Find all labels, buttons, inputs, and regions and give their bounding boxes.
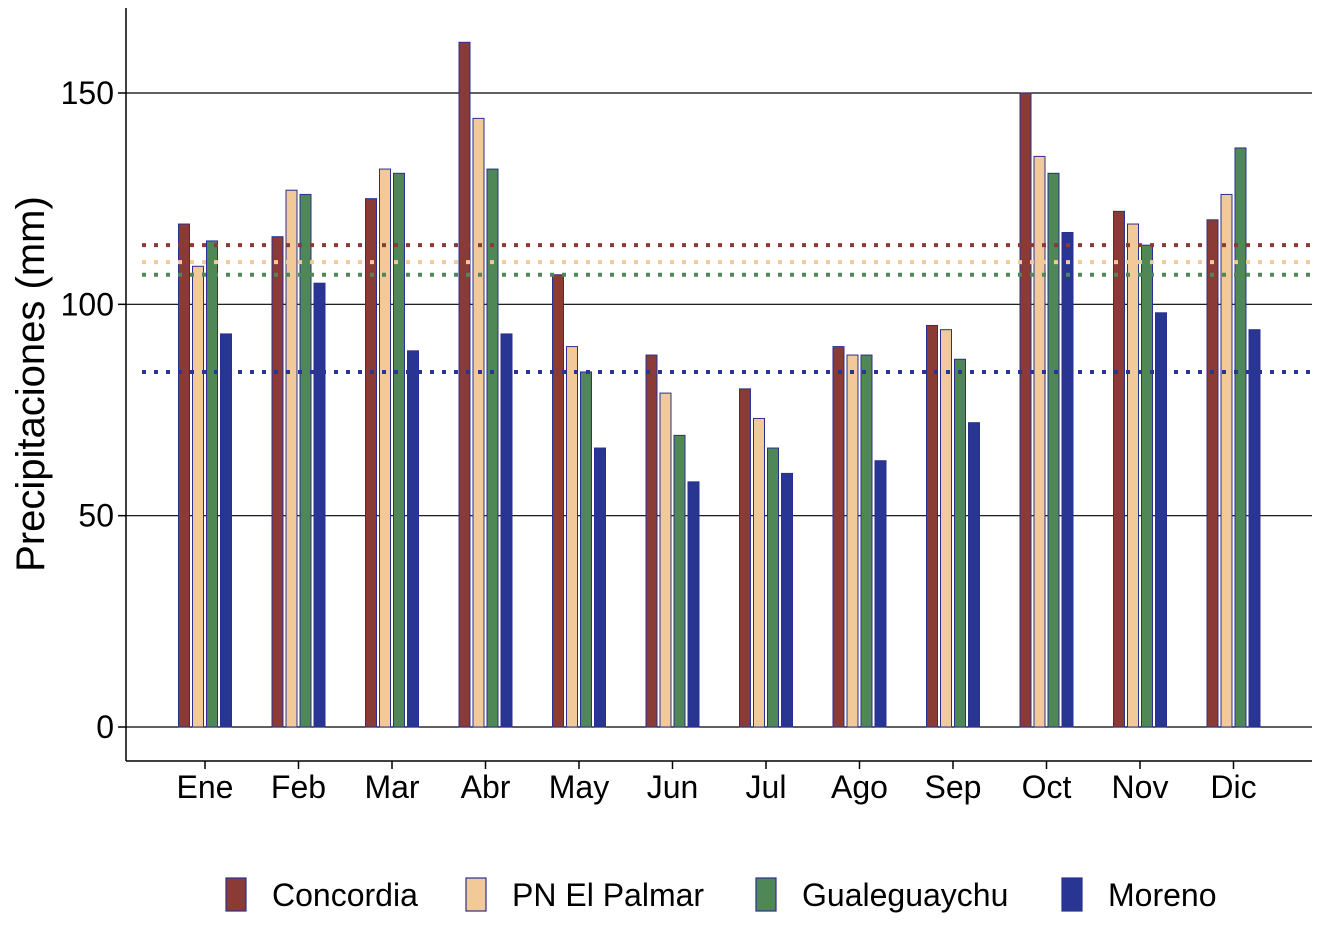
legend-label: PN El Palmar [512,877,704,913]
legend-swatch [755,877,777,912]
legend-label: Moreno [1108,877,1217,913]
bar [1033,155,1046,728]
x-tick-label: Mar [364,769,419,805]
bar [1220,193,1233,728]
bar [1113,210,1125,728]
bar [206,240,218,728]
bar [1206,219,1219,728]
bar [1248,329,1261,728]
bar [566,346,578,728]
bar [192,265,204,728]
bar [486,168,499,728]
bar [407,350,419,728]
x-tick-label: Jun [647,769,699,805]
bar [1061,231,1074,728]
bar [1047,172,1060,728]
mean-lines [142,243,1312,374]
bar [767,447,779,728]
x-tick-label: Ago [831,769,888,805]
bar [285,189,298,728]
bar [1127,223,1139,728]
bar [393,172,405,728]
bar [379,168,391,728]
x-tick-label: Jul [746,769,787,805]
bar [673,434,686,728]
bar [739,388,751,728]
x-tick-label: Dic [1210,769,1256,805]
legend: Concordia PN El Palmar Gualeguaychu Moreno [225,877,1217,913]
y-tick-label: 150 [61,75,114,111]
bar [580,371,592,728]
bar [954,358,966,728]
legend-label: Gualeguaychu [802,877,1008,913]
bar [220,333,232,728]
bar [687,481,700,728]
bar [178,223,190,728]
bar [781,472,793,728]
y-tick-label: 0 [96,709,114,745]
bar [874,460,887,728]
bar [1234,147,1247,728]
bar [271,236,284,728]
bar [659,392,672,728]
y-tick-label: 50 [78,498,114,534]
y-ticks: 0 50 100 150 [61,75,126,745]
x-tick-label: May [549,769,609,805]
x-ticks: Ene Feb Mar Abr May Jun Jul Ago Sep Oct Nov Dic [177,761,1257,805]
x-tick-label: Sep [925,769,982,805]
bar [552,274,564,728]
x-tick-label: Oct [1022,769,1072,805]
legend-swatch [225,877,247,912]
y-axis-title: Precipitaciones (mm) [9,196,53,572]
bar [1019,92,1032,728]
bar [313,282,326,728]
bar [832,346,845,728]
x-tick-label: Abr [461,769,511,805]
bar [458,41,471,728]
legend-swatch [465,877,487,912]
bar [940,329,952,728]
bar [645,354,658,728]
legend-label: Concordia [272,877,418,913]
bars [178,41,1261,728]
bar [1155,312,1167,728]
bar [860,354,873,728]
bar [594,447,606,728]
x-tick-label: Nov [1112,769,1169,805]
x-tick-label: Feb [271,769,326,805]
bar [968,422,980,728]
bar [846,354,859,728]
bar [472,117,485,728]
x-tick-label: Ene [177,769,234,805]
bar [365,198,377,728]
axes [125,8,1312,762]
y-tick-label: 100 [61,286,114,322]
bar [753,417,765,728]
bar [1141,244,1153,728]
bar [926,324,938,728]
legend-swatch [1061,877,1083,912]
bar [500,333,513,728]
bar [299,193,312,728]
